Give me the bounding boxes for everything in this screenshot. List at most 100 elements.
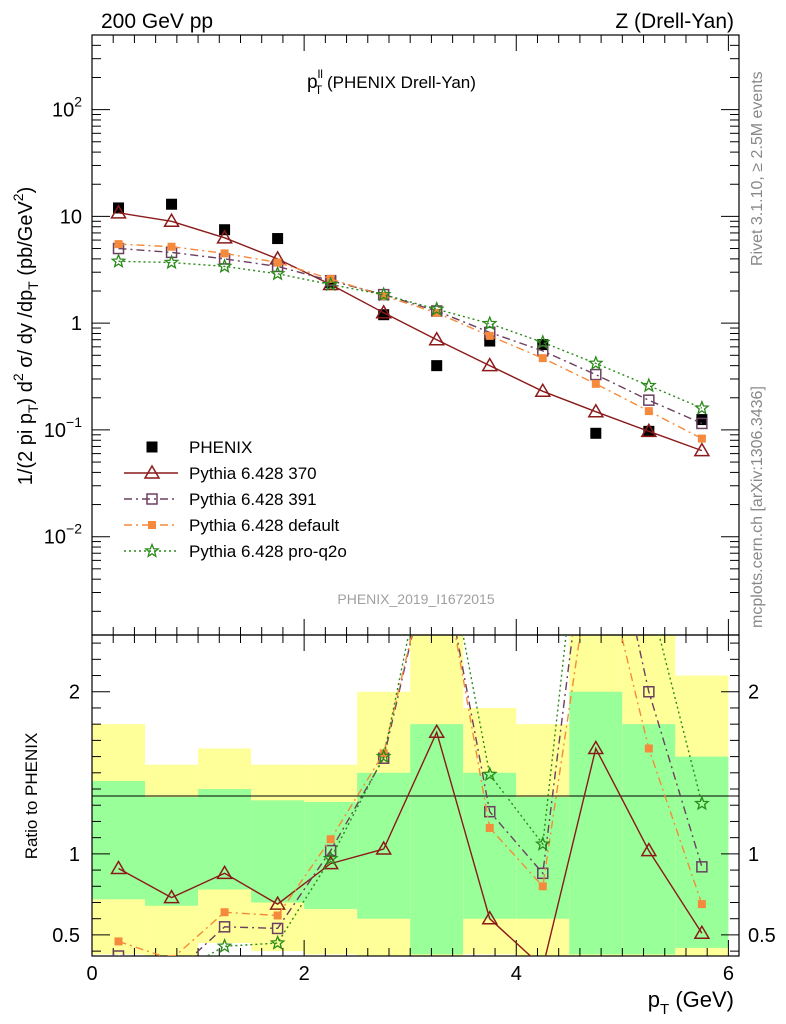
legend-marker — [146, 493, 158, 505]
legend-label: PHENIX — [189, 438, 252, 457]
main-data-point — [697, 434, 706, 443]
ratio-band-green — [516, 797, 570, 919]
ratio-series-line — [118, 635, 703, 956]
main-y-tick-label-exponent: −1 — [66, 414, 82, 430]
main-data-point — [269, 265, 286, 281]
main-data-point — [590, 427, 602, 439]
ratio-band-green — [357, 772, 411, 919]
ratio-y-tick-label-right: 2 — [748, 682, 759, 704]
ratio-band-green — [92, 780, 146, 900]
analysis-watermark: PHENIX_2019_I1672015 — [337, 591, 494, 607]
legend-marker — [148, 521, 156, 529]
legend-label: Pythia 6.428 391 — [189, 490, 317, 509]
ratio-data-point — [693, 795, 710, 811]
main-y-tick-label-base: 10 — [44, 527, 66, 549]
main-y-axis-label-part: σ/ dy /dp — [15, 290, 37, 374]
plot-title-rest: (PHENIX Drell-Yan) — [322, 73, 476, 92]
main-data-point — [485, 331, 494, 340]
main-data-point — [114, 240, 123, 249]
legend-marker — [146, 441, 158, 453]
main-data-point — [220, 249, 229, 258]
main-data-point — [640, 377, 657, 393]
x-axis-label-main: p — [648, 987, 660, 1012]
x-tick-label: 0 — [86, 963, 97, 985]
legend-item: PHENIX — [146, 438, 252, 457]
main-y-tick-label: 10−1 — [44, 414, 82, 442]
main-y-tick-label: 102 — [52, 94, 82, 122]
main-data-point — [375, 304, 392, 319]
x-tick-label: 6 — [723, 963, 734, 985]
main-data-point — [591, 379, 600, 388]
ratio-data-point — [433, 526, 441, 534]
main-y-axis-label-part: T — [25, 404, 41, 413]
ratio-y-tick-label-left: 2 — [69, 682, 80, 704]
x-axis-label-rest: (GeV) — [669, 987, 734, 1012]
legend-item: Pythia 6.428 default — [124, 516, 340, 535]
main-data-point — [167, 242, 176, 251]
ratio-data-point — [537, 867, 549, 880]
ratio-data-point — [269, 895, 286, 910]
ratio-data-point — [110, 859, 127, 875]
main-series-line — [118, 243, 703, 440]
ratio-data-point — [114, 937, 123, 946]
main-data-point — [110, 252, 127, 268]
ratio-data-point — [165, 969, 177, 981]
ratio-band-green — [463, 772, 517, 919]
legend-marker — [143, 464, 161, 479]
main-data-point — [216, 258, 233, 274]
mcplots-reference-label: mcplots.cern.ch [arXiv:1306.3436] — [749, 386, 766, 628]
main-data-point — [693, 442, 711, 457]
ratio-data-point — [431, 491, 443, 503]
main-y-axis-label-part: 2 — [10, 193, 26, 201]
ratio-y-tick-label-left: 0.5 — [52, 925, 80, 947]
main-y-axis-label-part: T — [25, 281, 41, 290]
legend-item: Pythia 6.428 pro-q2o — [124, 542, 347, 561]
ratio-data-point — [538, 882, 547, 891]
plot-title: pll T (PHENIX Drell-Yan) — [307, 67, 476, 97]
ratio-y-tick-label-right: 0.5 — [748, 925, 776, 947]
main-data-point — [113, 202, 125, 214]
main-y-tick-label-exponent: −2 — [66, 521, 82, 537]
ratio-y-axis-label: Ratio to PHENIX — [22, 733, 41, 860]
ratio-data-point — [375, 748, 392, 764]
main-series-line — [118, 247, 703, 425]
ratio-y-tick-label-left: 1 — [69, 844, 80, 866]
main-data-point — [587, 403, 605, 418]
main-y-axis-label-part: (pb/GeV — [15, 201, 37, 282]
main-series — [110, 198, 711, 457]
legend-label: Pythia 6.428 370 — [189, 464, 317, 483]
main-series-line — [118, 260, 703, 409]
main-y-tick-label: 10 — [60, 206, 82, 228]
main-y-tick-label-base: 10 — [44, 420, 66, 442]
x-axis-label-sub: T — [660, 1001, 669, 1018]
main-data-point — [163, 212, 180, 228]
main-data-point — [534, 382, 552, 398]
main-data-point — [166, 198, 178, 210]
main-y-axis-label-part: ) — [15, 187, 37, 194]
main-data-point — [643, 394, 655, 406]
main-data-point — [216, 229, 233, 244]
ratio-data-point — [592, 526, 600, 534]
ratio-series — [110, 491, 711, 981]
main-y-tick-label-exponent: 2 — [74, 94, 82, 110]
main-data-point — [379, 291, 388, 300]
header-left: 200 GeV pp — [101, 10, 213, 33]
main-y-tick-label-base: 1 — [71, 313, 82, 335]
ratio-data-point — [271, 922, 284, 935]
main-data-point — [272, 233, 284, 245]
ratio-band-green — [675, 756, 729, 948]
ratio-data-point — [481, 766, 498, 782]
ratio-data-point — [218, 921, 231, 933]
legend-marker — [144, 542, 160, 558]
ratio-data-point — [167, 970, 177, 980]
plot-title-sup: ll — [318, 67, 323, 81]
ratio-data-point — [485, 823, 494, 832]
main-data-point — [693, 399, 710, 415]
main-data-point — [322, 276, 339, 292]
axis-ticks — [91, 34, 739, 956]
ratio-data-point — [167, 955, 176, 956]
ratio-data-point — [697, 900, 706, 909]
ratio-band-green — [622, 724, 676, 955]
ratio-data-point — [481, 910, 499, 925]
x-tick-label: 2 — [299, 963, 310, 985]
